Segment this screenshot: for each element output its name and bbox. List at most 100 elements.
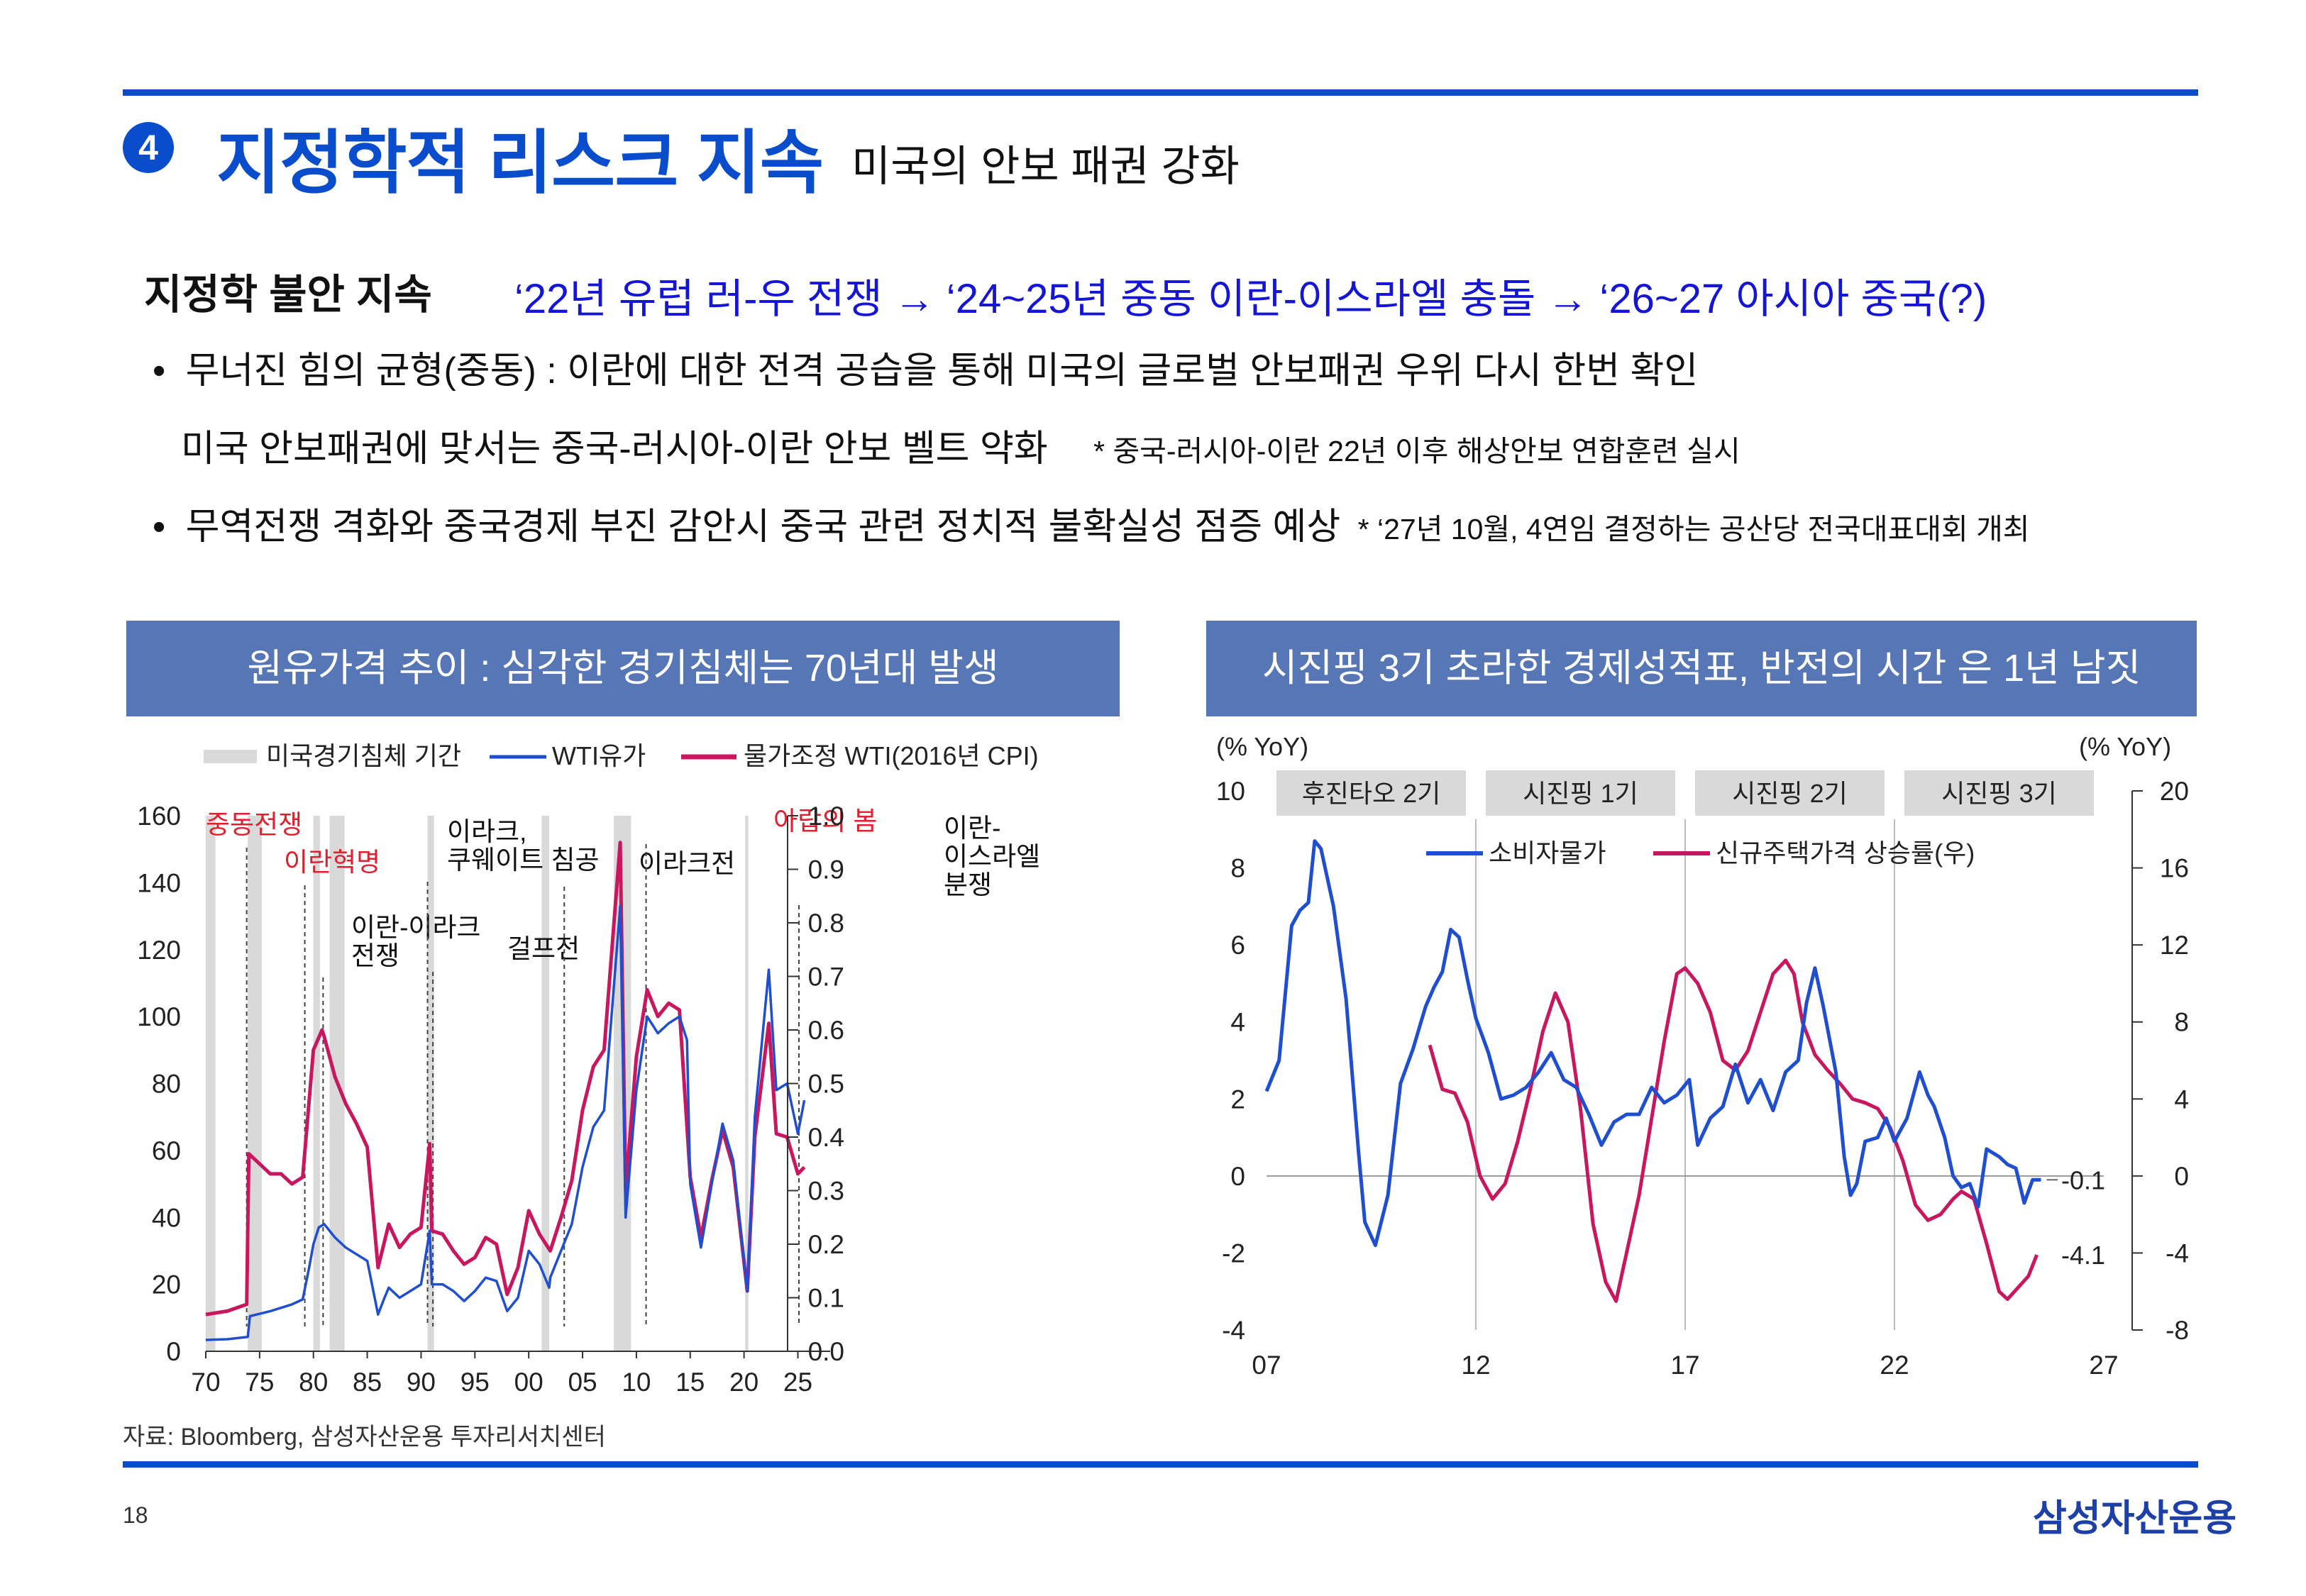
y-right-tick-label: -4	[2166, 1238, 2189, 1268]
x-tick-label: 15	[675, 1368, 705, 1397]
x-tick-label: 80	[299, 1368, 328, 1397]
y-right-tick-label: -8	[2166, 1316, 2189, 1345]
x-tick-label: 25	[783, 1368, 812, 1397]
legend-recession-label: 미국경기침체 기간	[266, 741, 461, 770]
annotation-label: 아랍의 봄	[773, 807, 877, 836]
x-tick-label: 07	[1252, 1351, 1281, 1380]
annotation-label: 분쟁	[944, 870, 992, 899]
y-right-tick-label: 0.9	[808, 855, 844, 885]
period-label: 시진핑 1기	[1523, 779, 1638, 808]
y-right-tick-label: 0.3	[808, 1177, 844, 1206]
y-right-tick-label: 0.1	[808, 1284, 844, 1313]
y-right-tick-label: 0.5	[808, 1070, 844, 1099]
source-note: 자료: Bloomberg, 삼성자산운용 투자리서치센터	[123, 1424, 606, 1451]
annotation-label: 이스라엘	[944, 842, 1040, 871]
section-heading: 지정학 불안 지속	[144, 272, 432, 318]
china-economy-chart: (% YoY) (% YoY) 후진타오 2기 시진핑 1기 시진핑 2기 시진핑 3…	[1216, 732, 2189, 1380]
annotation-label: 중동전쟁	[206, 810, 302, 839]
top-rule	[123, 89, 2198, 96]
x-tick-label: 85	[353, 1368, 382, 1397]
recession-band	[427, 816, 434, 1351]
y-right-tick-label: 0	[2174, 1162, 2189, 1191]
annotation-label: 전쟁	[351, 941, 399, 970]
wti-price-line	[205, 904, 806, 1341]
right-axis-unit: (% YoY)	[2079, 732, 2171, 761]
period-box	[1904, 770, 2094, 816]
period-box	[1486, 770, 1675, 816]
annotation-label: 이란혁명	[284, 848, 380, 877]
y-right-tick-label: 0.4	[808, 1123, 844, 1152]
bullet-item: • 무너진 힘의 균형(중동) : 이란에 대한 전격 공습을 통해 미국의 글…	[153, 340, 1698, 394]
x-tick-label: 70	[191, 1368, 220, 1397]
annotation-label: 걸프전	[507, 934, 580, 963]
y-left-tick-label: 160	[137, 802, 181, 831]
x-tick-label: 95	[460, 1368, 490, 1397]
x-tick-label: 10	[622, 1368, 651, 1397]
y-left-tick-label: 140	[137, 868, 181, 897]
y-right-tick-label: 0.2	[808, 1230, 844, 1259]
x-tick-label: 75	[245, 1368, 274, 1397]
bottom-rule	[123, 1461, 2198, 1468]
legend-cpi-label: 소비자물가	[1489, 838, 1606, 868]
section-number-badge: 4	[123, 122, 174, 173]
y-left-tick-label: 60	[152, 1136, 181, 1165]
annotation-label: 이란-	[944, 814, 1000, 843]
y-right-tick-label: 1.0	[808, 802, 844, 831]
y-right-tick-label: 0.7	[808, 963, 844, 992]
right-panel-title: 시진핑 3기 초라한 경제성적표, 반전의 시간 은 1년 남짓	[1206, 621, 2197, 716]
page-number: 18	[123, 1502, 148, 1528]
housing-end-label: -4.1	[2061, 1241, 2105, 1270]
y-right-tick-label: 12	[2160, 931, 2189, 960]
y-right-tick-label: 0.8	[808, 909, 844, 938]
bullet-note: * ‘27년 10월, 4연임 결정하는 공산당 전국대표대회 개최	[1357, 513, 2030, 545]
y-right-tick-label: 4	[2174, 1085, 2189, 1114]
recession-band	[745, 816, 749, 1351]
y-left-tick-label: 8	[1230, 854, 1245, 883]
x-tick-label: 05	[568, 1368, 597, 1397]
housing-price-line	[1428, 958, 2039, 1303]
x-tick-label: 17	[1670, 1351, 1699, 1380]
period-label: 시진핑 3기	[1941, 779, 2057, 808]
page-title: 지정학적 리스크 지속	[216, 123, 824, 201]
y-right-tick-label: 0.6	[808, 1016, 844, 1045]
x-tick-label: 27	[2089, 1351, 2118, 1380]
bullet-item: • 무역전쟁 격화와 중국경제 부진 감안시 중국 관련 정치적 불확실성 점증…	[153, 497, 2030, 550]
y-left-tick-label: 100	[137, 1002, 181, 1031]
y-left-tick-label: 120	[137, 936, 181, 965]
y-left-tick-label: -2	[1222, 1238, 1245, 1268]
y-left-tick-label: 6	[1230, 931, 1245, 960]
cpi-end-label: -0.1	[2061, 1165, 2105, 1195]
recession-band	[206, 816, 216, 1351]
bullet-note: * 중국-러시아-이란 22년 이후 해상안보 연합훈련 실시	[1093, 435, 1740, 467]
bullet-text: 미국 안보패권에 맞서는 중국-러시아-이란 안보 벨트 약화	[181, 428, 1048, 470]
oil-price-chart: 미국경기침체 기간 WTI유가 물가조정 WTI(2016년 CPI) 중동전쟁…	[137, 741, 1040, 1397]
y-left-tick-label: 2	[1230, 1085, 1245, 1114]
y-right-tick-label: 0.0	[808, 1337, 844, 1366]
legend-recession-swatch	[204, 750, 257, 763]
y-left-tick-label: 20	[152, 1270, 181, 1299]
period-label: 시진핑 2기	[1732, 779, 1848, 808]
y-left-tick-label: 0	[166, 1337, 181, 1366]
bullet-marker: •	[153, 350, 166, 392]
bullet-text: 무역전쟁 격화와 중국경제 부진 감안시 중국 관련 정치적 불확실성 점증 예…	[185, 506, 1341, 548]
y-left-tick-label: 10	[1216, 777, 1245, 806]
recession-band	[248, 816, 262, 1351]
bullet-marker: •	[153, 506, 166, 548]
y-left-tick-label: 0	[1230, 1162, 1245, 1191]
y-left-tick-label: 40	[152, 1203, 181, 1232]
legend-real-wti-label: 물가조정 WTI(2016년 CPI)	[744, 741, 1039, 770]
recession-band	[541, 816, 549, 1351]
recession-band	[313, 816, 320, 1351]
x-tick-label: 12	[1461, 1351, 1490, 1380]
y-left-tick-label: 80	[152, 1070, 181, 1099]
y-right-tick-label: 16	[2160, 854, 2189, 883]
left-axis-unit: (% YoY)	[1216, 732, 1308, 761]
bullet-item: 미국 안보패권에 맞서는 중국-러시아-이란 안보 벨트 약화 * 중국-러시아…	[181, 419, 1740, 472]
section-timeline: ‘22년 유럽 러-우 전쟁 → ‘24~25년 중동 이란-이스라엘 충돌 →…	[514, 276, 1987, 322]
left-panel-title: 원유가격 추이 : 심각한 경기침체는 70년대 발생	[126, 621, 1120, 716]
annotation-label: 이라크전	[639, 849, 735, 878]
cpi-line	[1264, 839, 2041, 1248]
brand-logo: 삼성자산운용	[2033, 1498, 2237, 1539]
legend-wti-label: WTI유가	[552, 741, 646, 770]
page-subtitle: 미국의 안보 패권 강화	[851, 143, 1240, 190]
